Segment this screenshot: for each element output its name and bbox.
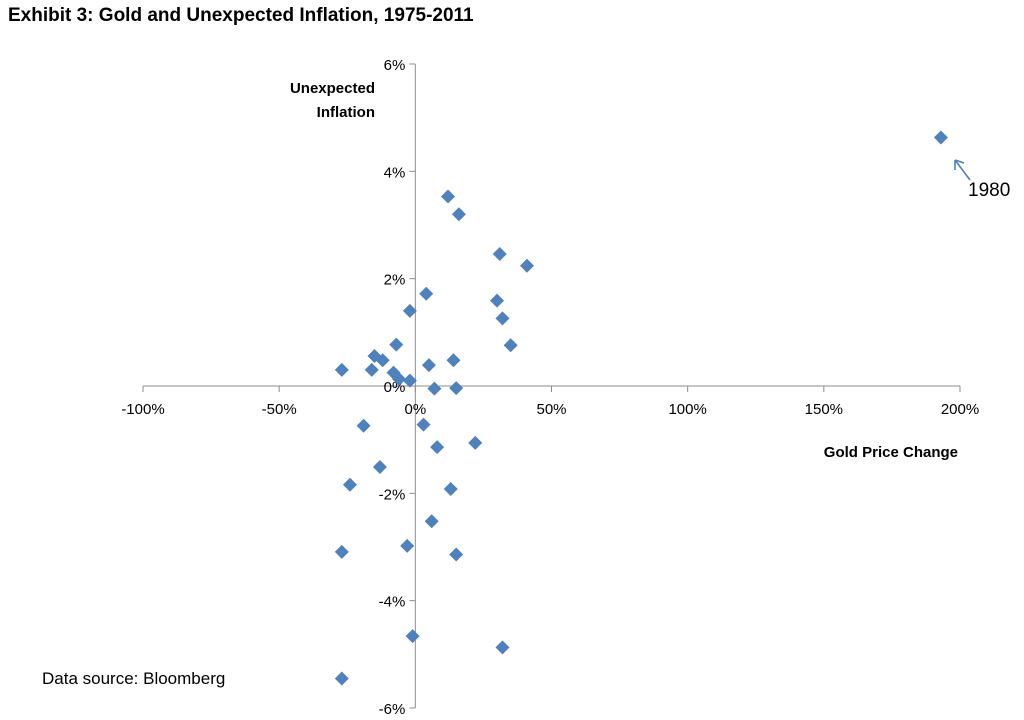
data-point — [441, 189, 456, 204]
x-tick-label: -50% — [262, 401, 297, 418]
data-point — [430, 440, 445, 455]
data-point — [400, 538, 415, 553]
annotation-1980: 1980 — [954, 159, 1010, 201]
data-point — [372, 460, 387, 475]
data-point — [356, 418, 371, 433]
data-point — [468, 435, 483, 450]
y-axis-title-line-2: Inflation — [317, 104, 375, 121]
data-point — [375, 353, 390, 368]
x-tick-label: 50% — [536, 401, 566, 418]
y-tick-label: 2% — [384, 272, 406, 289]
x-tick-label: 0% — [404, 401, 426, 418]
data-point — [446, 353, 461, 368]
data-point — [342, 477, 357, 492]
data-point — [402, 303, 417, 318]
data-point — [421, 358, 436, 373]
data-point — [402, 373, 417, 388]
data-point — [334, 671, 349, 686]
data-point — [451, 207, 466, 222]
axes — [142, 63, 961, 709]
data-point — [416, 417, 431, 432]
data-point — [334, 362, 349, 377]
data-point — [449, 381, 464, 396]
data-point — [503, 338, 518, 353]
data-point — [933, 130, 948, 145]
y-tick-label: 4% — [384, 164, 406, 181]
data-point — [391, 372, 406, 387]
x-tick-label: 100% — [668, 401, 706, 418]
annotation-label: 1980 — [968, 180, 1010, 201]
data-source: Data source: Bloomberg — [42, 669, 225, 688]
data-point — [490, 293, 505, 308]
data-point — [495, 311, 510, 326]
y-tick-label: 6% — [384, 57, 406, 74]
data-point — [364, 362, 379, 377]
x-tick-label: 150% — [805, 401, 843, 418]
x-tick-label: 200% — [941, 401, 979, 418]
y-tick-label: -4% — [379, 594, 406, 611]
y-axis-title-line-1: Unexpected — [290, 80, 375, 97]
data-points — [334, 130, 948, 686]
annotation-arrow — [954, 159, 971, 181]
data-point — [334, 544, 349, 559]
data-point — [519, 258, 534, 273]
data-point — [424, 514, 439, 529]
data-point — [449, 547, 464, 562]
x-axis-title: Gold Price Change — [824, 444, 958, 461]
y-tick-label: -2% — [379, 486, 406, 503]
data-point — [495, 640, 510, 655]
data-point — [389, 337, 404, 352]
chart-title: Exhibit 3: Gold and Unexpected Inflation… — [8, 5, 474, 26]
x-tick-label: -100% — [121, 401, 164, 418]
data-point — [427, 381, 442, 396]
data-point — [405, 629, 420, 644]
data-point — [419, 286, 434, 301]
data-point — [492, 246, 507, 261]
data-point — [443, 482, 458, 497]
y-tick-label: -6% — [379, 701, 406, 718]
tick-labels: -100% -50% 0% 50% 100% 150% 200%-6%-4%-2%0%2%4… — [121, 57, 979, 718]
